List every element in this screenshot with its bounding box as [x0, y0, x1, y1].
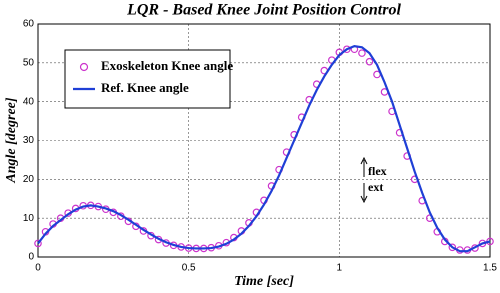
legend-box [64, 49, 231, 109]
annotation: ext [368, 180, 383, 194]
legend-label: Ref. Knee angle [101, 80, 189, 95]
arrowhead [360, 195, 368, 204]
y-tick-label: 10 [23, 213, 35, 224]
y-tick-label: 40 [23, 96, 35, 107]
x-tick-label: 1.5 [483, 263, 497, 274]
y-tick-label: 30 [23, 135, 35, 146]
arrowhead [360, 156, 368, 165]
marker [448, 243, 457, 252]
plot-frame [37, 23, 491, 258]
x-tick-label: 1 [337, 263, 343, 274]
x-axis-label: Time [sec] [234, 274, 294, 289]
y-tick-label: 50 [23, 57, 35, 68]
y-tick-label: 0 [28, 252, 34, 263]
y-tick-label: 60 [23, 19, 35, 30]
legend-swatch [79, 62, 89, 72]
x-tick-label: 0 [35, 263, 41, 274]
y-tick-label: 20 [23, 174, 35, 185]
annotation: flex [368, 164, 387, 178]
chart-title: LQR - Based Knee Joint Position Control [126, 2, 401, 19]
marker [358, 49, 366, 57]
flex-ext-annotation: flex ext [360, 156, 387, 204]
legend-label: Exoskeleton Knee angle [101, 58, 233, 73]
x-tick-label: 0.5 [182, 263, 196, 274]
marker [343, 45, 351, 54]
line [37, 45, 491, 253]
marker [365, 57, 374, 66]
y-axis-label: Angle [degree] [4, 97, 19, 183]
marker [34, 239, 42, 248]
